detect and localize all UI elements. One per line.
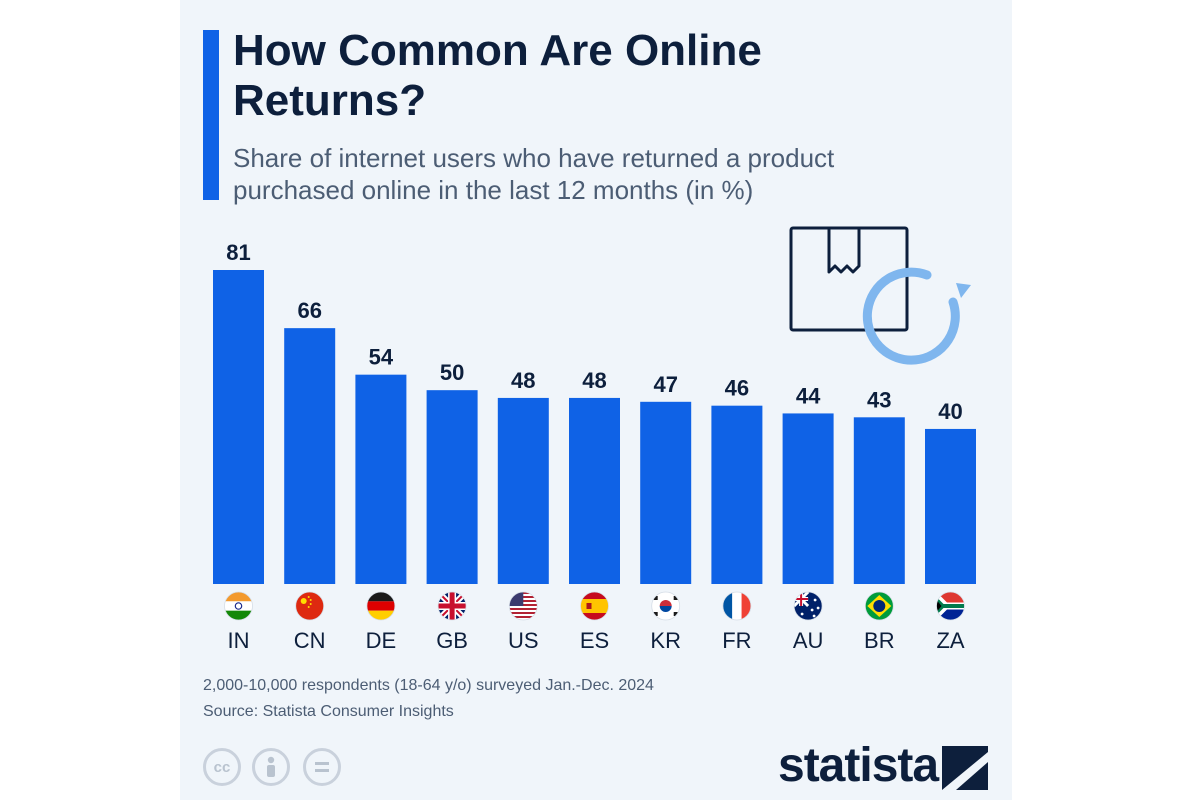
tick-label-gb: GB bbox=[436, 628, 468, 653]
data-label-in: 81 bbox=[226, 240, 250, 265]
tick-label-fr: FR bbox=[722, 628, 751, 653]
tick-label-us: US bbox=[508, 628, 539, 653]
title-accent-bar bbox=[203, 30, 219, 200]
bar-es[interactable] bbox=[569, 397, 620, 584]
chart-subtitle: Share of internet users who have returne… bbox=[233, 143, 835, 205]
bar-us[interactable] bbox=[497, 397, 549, 584]
no-derivatives-icon[interactable] bbox=[303, 748, 341, 786]
tick-label-za: ZA bbox=[936, 628, 964, 653]
source-note: Source: Statista Consumer Insights bbox=[203, 703, 454, 720]
bar-gb[interactable] bbox=[426, 390, 478, 584]
brazil-flag-icon bbox=[864, 591, 894, 621]
survey-note: 2,000-10,000 respondents (18-64 y/o) sur… bbox=[203, 677, 654, 694]
bar-fr[interactable] bbox=[711, 405, 763, 584]
data-label-br: 43 bbox=[867, 387, 891, 412]
data-label-kr: 47 bbox=[653, 372, 677, 397]
data-label-cn: 66 bbox=[297, 298, 321, 323]
data-label-us: 48 bbox=[511, 368, 535, 393]
australia-flag-icon bbox=[793, 591, 823, 621]
bar-cn[interactable] bbox=[284, 328, 336, 584]
india-flag-icon bbox=[224, 591, 253, 621]
data-label-au: 44 bbox=[796, 383, 821, 408]
bar-kr[interactable] bbox=[640, 401, 692, 584]
bar-de[interactable] bbox=[355, 374, 407, 584]
data-label-es: 48 bbox=[582, 368, 606, 393]
spain-flag-icon bbox=[580, 591, 609, 621]
cc-icon[interactable]: cc bbox=[203, 748, 241, 786]
attribution-icon[interactable] bbox=[252, 748, 290, 786]
bar-au[interactable] bbox=[782, 413, 834, 584]
statista-logo-mark-icon bbox=[942, 746, 988, 790]
south-africa-flag-icon bbox=[936, 591, 965, 621]
korea-flag-icon bbox=[651, 591, 681, 621]
china-flag-icon bbox=[295, 591, 325, 621]
bar-za[interactable] bbox=[925, 428, 976, 584]
data-label-za: 40 bbox=[938, 399, 962, 424]
tick-label-kr: KR bbox=[650, 628, 681, 653]
tick-label-es: ES bbox=[580, 628, 609, 653]
chart-title: How Common Are Online Returns? bbox=[233, 26, 762, 125]
tick-label-au: AU bbox=[793, 628, 824, 653]
tick-label-br: BR bbox=[864, 628, 895, 653]
germany-flag-icon bbox=[366, 591, 396, 621]
bar-in[interactable] bbox=[213, 270, 264, 584]
france-flag-icon bbox=[722, 591, 752, 621]
data-label-gb: 50 bbox=[440, 360, 464, 385]
data-label-de: 54 bbox=[369, 345, 394, 370]
usa-flag-icon bbox=[508, 591, 538, 621]
return-package-icon bbox=[789, 226, 971, 365]
uk-flag-icon bbox=[437, 591, 467, 621]
tick-label-cn: CN bbox=[294, 628, 326, 653]
tick-label-de: DE bbox=[366, 628, 397, 653]
statista-logo[interactable]: statista bbox=[778, 739, 939, 792]
bar-br[interactable] bbox=[853, 417, 905, 584]
tick-label-in: IN bbox=[228, 628, 250, 653]
data-label-fr: 46 bbox=[725, 376, 749, 401]
